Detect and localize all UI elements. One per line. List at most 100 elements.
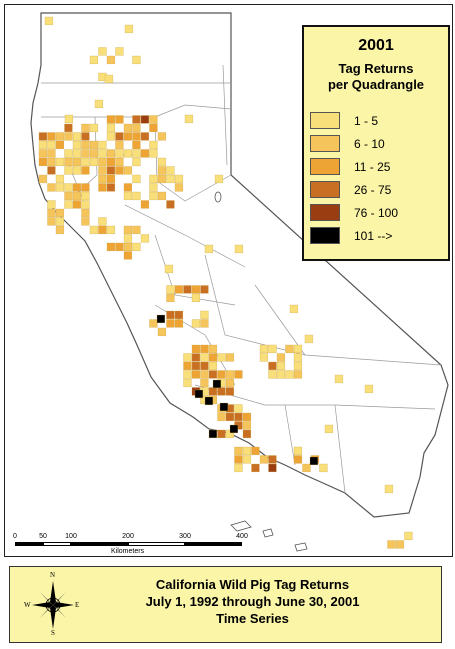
quadrangle-cell (208, 429, 218, 439)
quadrangle-cell (89, 225, 99, 235)
quadrangle-cell (208, 387, 218, 396)
quadrangle-cell (149, 191, 158, 201)
quadrangle-cell (47, 157, 56, 167)
quadrangle-cell (174, 319, 184, 328)
quadrangle-cell (72, 166, 82, 175)
quadrangle-cell (229, 424, 239, 434)
quadrangle-cell (191, 344, 201, 354)
quadrangle-cell (166, 166, 175, 175)
legend-swatch (310, 181, 340, 198)
quadrangle-cell (174, 183, 184, 192)
quadrangle-cell (81, 208, 90, 218)
quadrangle-cell (212, 379, 222, 389)
quadrangle-cell (208, 344, 218, 354)
quadrangle-cell (132, 55, 141, 65)
compass-w: W (24, 601, 31, 609)
quadrangle-cell (55, 217, 65, 226)
quadrangle-cell (387, 540, 396, 549)
quadrangle-cell (225, 370, 235, 379)
quadrangle-cell (208, 353, 218, 362)
map-frame: 2001 Tag Returns per Quadrangle 1 - 5 6 -… (4, 4, 453, 557)
title-line2: July 1, 1992 through June 30, 2001 (145, 594, 360, 609)
quadrangle-cell (225, 378, 235, 388)
quadrangle-cell (72, 140, 82, 150)
quadrangle-cell (98, 140, 107, 150)
quadrangle-cell (89, 55, 99, 65)
scale-unit: Kilometers (111, 548, 145, 555)
county-lines (41, 64, 442, 494)
quadrangle-cell (38, 157, 48, 167)
quadrangle-cell (268, 344, 277, 354)
scale-tick-label: 300 (179, 533, 191, 540)
quadrangle-cell (242, 421, 252, 430)
quadrangle-cell (98, 217, 107, 226)
quadrangle-cell (106, 166, 116, 175)
quadrangle-cell (219, 402, 229, 412)
quadrangle-cell (289, 304, 299, 314)
quadrangle-cell (217, 387, 226, 396)
quadrangle-cell (174, 174, 184, 184)
quadrangle-cell (304, 334, 314, 344)
quadrangle-cell (157, 174, 167, 184)
quadrangle-cell (191, 319, 201, 328)
legend-item: 1 - 5 (310, 112, 448, 132)
quadrangle-cell (132, 174, 141, 184)
quadrangle-cell (242, 455, 252, 464)
quadrangle-cell (157, 191, 167, 201)
scale-tick-label: 400 (236, 533, 248, 540)
quadrangle-cell (81, 123, 90, 133)
legend-item: 6 - 10 (310, 135, 448, 155)
quadrangle-cell (204, 396, 214, 406)
scale-bar: 0 50 100 200 300 400 Kilometers (13, 533, 255, 556)
legend-title-line2: per Quadrangle (327, 77, 425, 92)
quadrangle-cell (259, 344, 269, 354)
quadrangle-cell (98, 157, 107, 167)
channel-island (230, 520, 252, 532)
quadrangle-cell (404, 531, 413, 541)
quadrangle-cell (384, 484, 394, 494)
quadrangle-cell (115, 140, 124, 150)
quadrangle-cell (191, 370, 201, 379)
quadrangle-cell (140, 200, 150, 209)
quadrangle-cell (106, 55, 116, 65)
quadrangle-cell (183, 361, 192, 371)
quadrangle-cell (166, 285, 175, 294)
quadrangle-cell (225, 412, 235, 422)
scale-segment (15, 542, 43, 546)
quadrangle-cell (64, 166, 73, 175)
quadrangle-cell (115, 157, 124, 167)
quadrangle-cell (364, 384, 374, 394)
legend-label: 11 - 25 (354, 160, 391, 174)
quadrangle-cell (89, 157, 99, 167)
quadrangle-cell (123, 166, 133, 175)
quadrangle-cell (217, 370, 226, 379)
channel-island (262, 528, 274, 538)
quadrangle-cell (200, 353, 209, 362)
quadrangle-cell (132, 123, 141, 133)
quadrangle-cell (98, 149, 107, 158)
quadrangle-cell (72, 191, 82, 201)
quadrangle-cell (55, 225, 65, 235)
quadrangle-cell (72, 157, 82, 167)
compass-e: E (75, 601, 80, 609)
quadrangle-cell (44, 16, 54, 26)
quadrangle-cell (200, 319, 209, 328)
legend-label: 101 --> (354, 229, 393, 243)
quadrangle-cell (81, 132, 90, 141)
quadrangle-cell (47, 166, 56, 175)
legend-swatch (310, 227, 340, 244)
quadrangle-cell (234, 370, 243, 379)
quadrangle-cell (47, 183, 56, 192)
quadrangle-cell (251, 446, 260, 456)
legend-label: 76 - 100 (354, 206, 399, 220)
quadrangle-cell (217, 412, 226, 422)
quadrangle-cell (140, 234, 150, 243)
quadrangle-cell (106, 149, 116, 158)
quadrangle-cell (106, 174, 116, 184)
quadrangle-cell (115, 47, 124, 56)
channel-island (294, 542, 308, 552)
quadrangle-cell (123, 225, 133, 235)
quadrangle-cell (217, 429, 226, 439)
quadrangle-cell (47, 149, 56, 158)
quadrangle-cell (106, 157, 116, 167)
